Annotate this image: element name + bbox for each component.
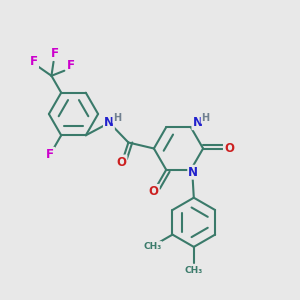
Text: N: N <box>188 166 198 179</box>
Text: H: H <box>113 113 121 123</box>
Text: H: H <box>201 113 209 123</box>
Text: O: O <box>224 142 234 155</box>
Text: N: N <box>192 116 203 129</box>
Text: CH₃: CH₃ <box>143 242 162 251</box>
Text: F: F <box>46 148 54 161</box>
Text: O: O <box>149 185 159 198</box>
Text: F: F <box>30 55 38 68</box>
Text: F: F <box>51 47 59 60</box>
Text: CH₃: CH₃ <box>185 266 203 274</box>
Text: O: O <box>116 155 127 169</box>
Text: N: N <box>104 116 114 130</box>
Text: F: F <box>67 59 75 72</box>
